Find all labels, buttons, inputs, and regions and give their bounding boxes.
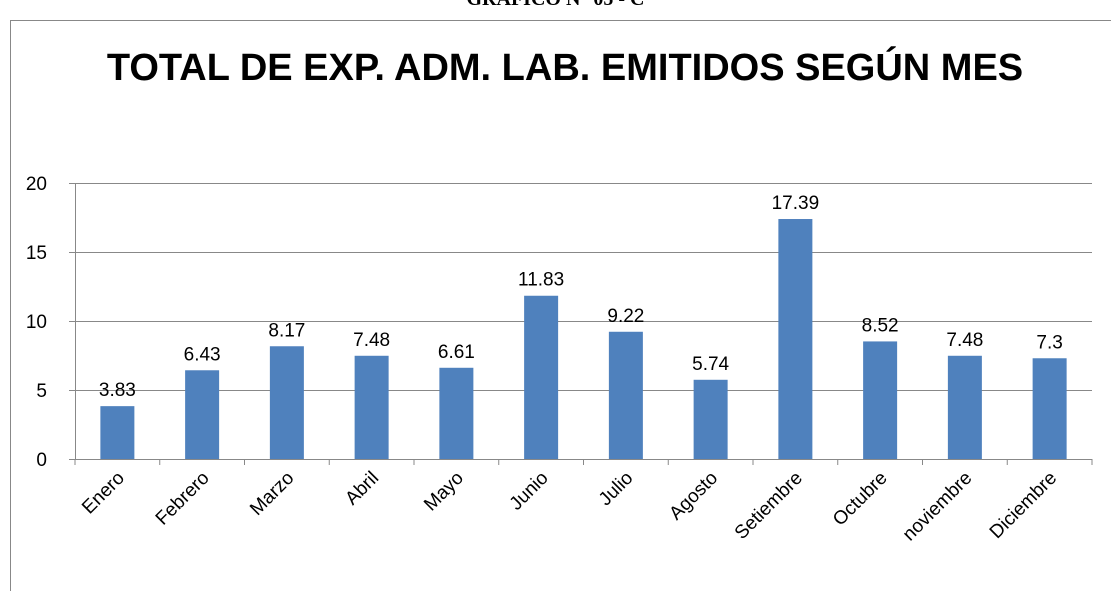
x-tick-label: Abril <box>341 468 383 510</box>
data-label: 5.74 <box>692 354 729 375</box>
data-label: 8.52 <box>862 315 899 336</box>
chart-border <box>10 20 1111 591</box>
heading: GRAFICO N° 05 - C <box>0 0 1111 11</box>
x-tick-label: noviembre <box>899 468 977 546</box>
y-tick-label: 0 <box>36 450 47 471</box>
data-label: 8.17 <box>268 320 305 341</box>
bar <box>269 346 304 459</box>
x-tick-label: Agosto <box>665 468 722 525</box>
bar <box>947 355 982 459</box>
bar <box>863 341 898 459</box>
y-tick-label: 5 <box>36 381 47 402</box>
bar <box>524 295 559 459</box>
data-label: 3.83 <box>99 380 136 401</box>
data-label: 11.83 <box>518 270 564 291</box>
bar <box>608 331 643 459</box>
y-tick-label: 10 <box>26 312 47 333</box>
bar <box>185 370 220 459</box>
data-label: 6.43 <box>184 344 221 365</box>
data-label: 7.3 <box>1036 332 1062 353</box>
x-tick-label: Julio <box>595 468 637 510</box>
x-tick-label: Febrero <box>152 468 214 530</box>
x-tick-label: Setiembre <box>731 468 807 544</box>
data-label: 7.48 <box>353 330 390 351</box>
x-tick-label: Enero <box>78 468 129 519</box>
x-tick-label: Marzo <box>246 468 298 520</box>
y-tick-label: 15 <box>26 243 47 264</box>
x-tick-label: Octubre <box>829 468 892 531</box>
bar <box>439 367 474 459</box>
x-tick-label: Mayo <box>420 468 468 516</box>
x-tick-label: Junio <box>506 468 553 515</box>
bar <box>100 406 135 459</box>
bar <box>693 379 728 459</box>
data-label: 7.48 <box>946 330 983 351</box>
x-tick-label: Diciembre <box>986 468 1061 543</box>
data-label: 6.61 <box>438 342 475 363</box>
y-tick-label: 20 <box>26 174 47 195</box>
bar <box>778 219 813 459</box>
chart-title: TOTAL DE EXP. ADM. LAB. EMITIDOS SEGÚN M… <box>106 47 1024 89</box>
data-label: 9.22 <box>607 306 644 327</box>
bar <box>354 355 389 459</box>
bar <box>1032 358 1067 459</box>
data-label: 17.39 <box>772 193 820 214</box>
